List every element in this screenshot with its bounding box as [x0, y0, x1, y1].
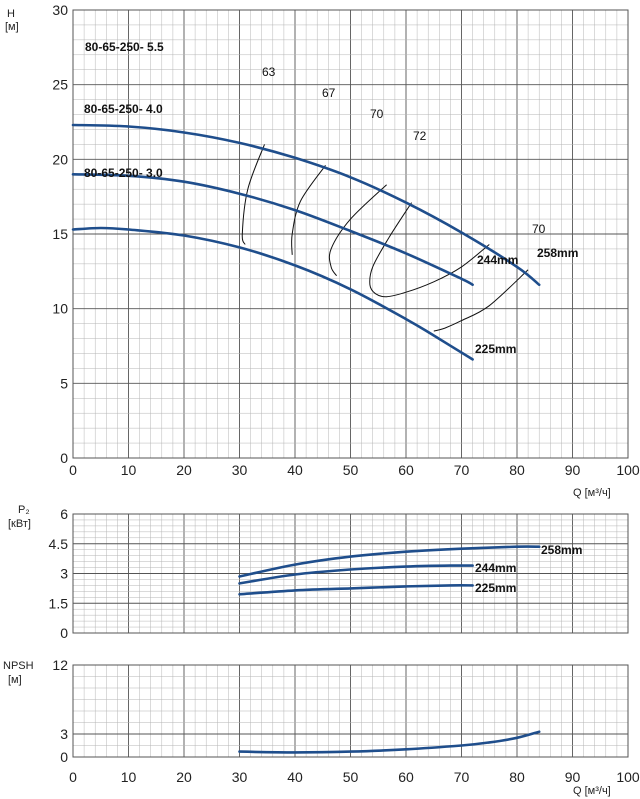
x-tick-label: 40 — [287, 769, 303, 785]
series-curve — [71, 173, 474, 287]
x-tick-label: 30 — [232, 769, 248, 785]
plot-frame — [72, 9, 629, 459]
impeller-label-258: 258mm — [537, 246, 578, 260]
efficiency-curve — [328, 184, 387, 277]
efficiency-curve — [433, 269, 529, 332]
series-curve — [71, 226, 474, 361]
y-tick-label: 0 — [60, 749, 68, 765]
series-curve — [238, 730, 541, 754]
x-tick-label: 50 — [343, 769, 359, 785]
power-axis-unit: [кВт] — [8, 518, 31, 530]
x-tick-label: 10 — [121, 462, 137, 478]
efficiency-label-70: 70 — [370, 107, 384, 121]
curve-label-3-0: 80-65-250- 3.0 — [84, 166, 163, 180]
y-tick-label: 12 — [52, 657, 68, 673]
power-label-258: 258mm — [541, 543, 582, 557]
power-axis-label: P₂ — [18, 504, 30, 516]
plot-frame — [72, 664, 629, 758]
series-curve — [238, 584, 474, 596]
efficiency-curve — [241, 144, 265, 245]
curves-layer — [71, 123, 541, 754]
x-tick-label: 60 — [398, 769, 414, 785]
x-tick-label: 80 — [509, 769, 525, 785]
x-tick-label: 10 — [121, 769, 137, 785]
y-tick-label: 6 — [60, 506, 68, 522]
power-label-225: 225mm — [475, 581, 516, 595]
power-label-244: 244mm — [475, 561, 516, 575]
series-curve — [238, 545, 541, 578]
x-tick-label: 70 — [454, 769, 470, 785]
x-tick-label: 20 — [176, 769, 192, 785]
efficiency-label-72: 72 — [413, 129, 427, 143]
x-tick-label: 0 — [69, 769, 77, 785]
y-tick-label: 0 — [60, 625, 68, 641]
head-axis-label: H — [7, 8, 15, 20]
y-tick-label: 20 — [52, 151, 68, 167]
x-tick-label: 60 — [398, 462, 414, 478]
y-tick-label: 25 — [52, 77, 68, 93]
head-axis-unit: [м] — [5, 21, 19, 33]
x-tick-label: 50 — [343, 462, 359, 478]
x-tick-label: 20 — [176, 462, 192, 478]
y-tick-label: 5 — [60, 375, 68, 391]
x-tick-label: 40 — [287, 462, 303, 478]
y-tick-label: 3 — [60, 726, 68, 742]
efficiency-label-63: 63 — [262, 65, 276, 79]
y-tick-label: 30 — [52, 2, 68, 18]
x-tick-label: 70 — [454, 462, 470, 478]
flow-axis-label-top: Q [м³/ч] — [573, 487, 611, 499]
flow-axis-label-bottom: Q [м³/ч] — [573, 785, 611, 797]
curve-label-4-0: 80-65-250- 4.0 — [84, 102, 163, 116]
y-tick-label: 4.5 — [49, 536, 69, 552]
efficiency-curve — [291, 165, 326, 255]
y-tick-label: 15 — [52, 226, 68, 242]
grid-layer — [72, 9, 629, 758]
y-tick-label: 3 — [60, 566, 68, 582]
impeller-label-225: 225mm — [475, 342, 516, 356]
x-tick-label: 100 — [616, 769, 640, 785]
x-tick-label: 0 — [69, 462, 77, 478]
curve-label-5-5: 80-65-250- 5.5 — [85, 40, 164, 54]
npsh-axis-label: NPSH — [3, 660, 34, 672]
x-tick-label: 80 — [509, 462, 525, 478]
plot-frame — [72, 513, 629, 634]
y-tick-label: 1.5 — [49, 595, 69, 611]
series-curve — [71, 123, 541, 287]
efficiency-label-67: 67 — [322, 86, 336, 100]
x-tick-label: 100 — [616, 462, 640, 478]
efficiency-curve — [369, 202, 490, 298]
y-tick-label: 10 — [52, 301, 68, 317]
y-tick-label: 0 — [60, 450, 68, 466]
x-tick-label: 90 — [565, 769, 581, 785]
x-tick-label: 90 — [565, 462, 581, 478]
impeller-label-244: 244mm — [477, 253, 518, 267]
npsh-axis-unit: [м] — [8, 674, 22, 686]
series-curve — [238, 564, 474, 585]
efficiency-label-70-right: 70 — [532, 222, 546, 236]
x-tick-label: 30 — [232, 462, 248, 478]
